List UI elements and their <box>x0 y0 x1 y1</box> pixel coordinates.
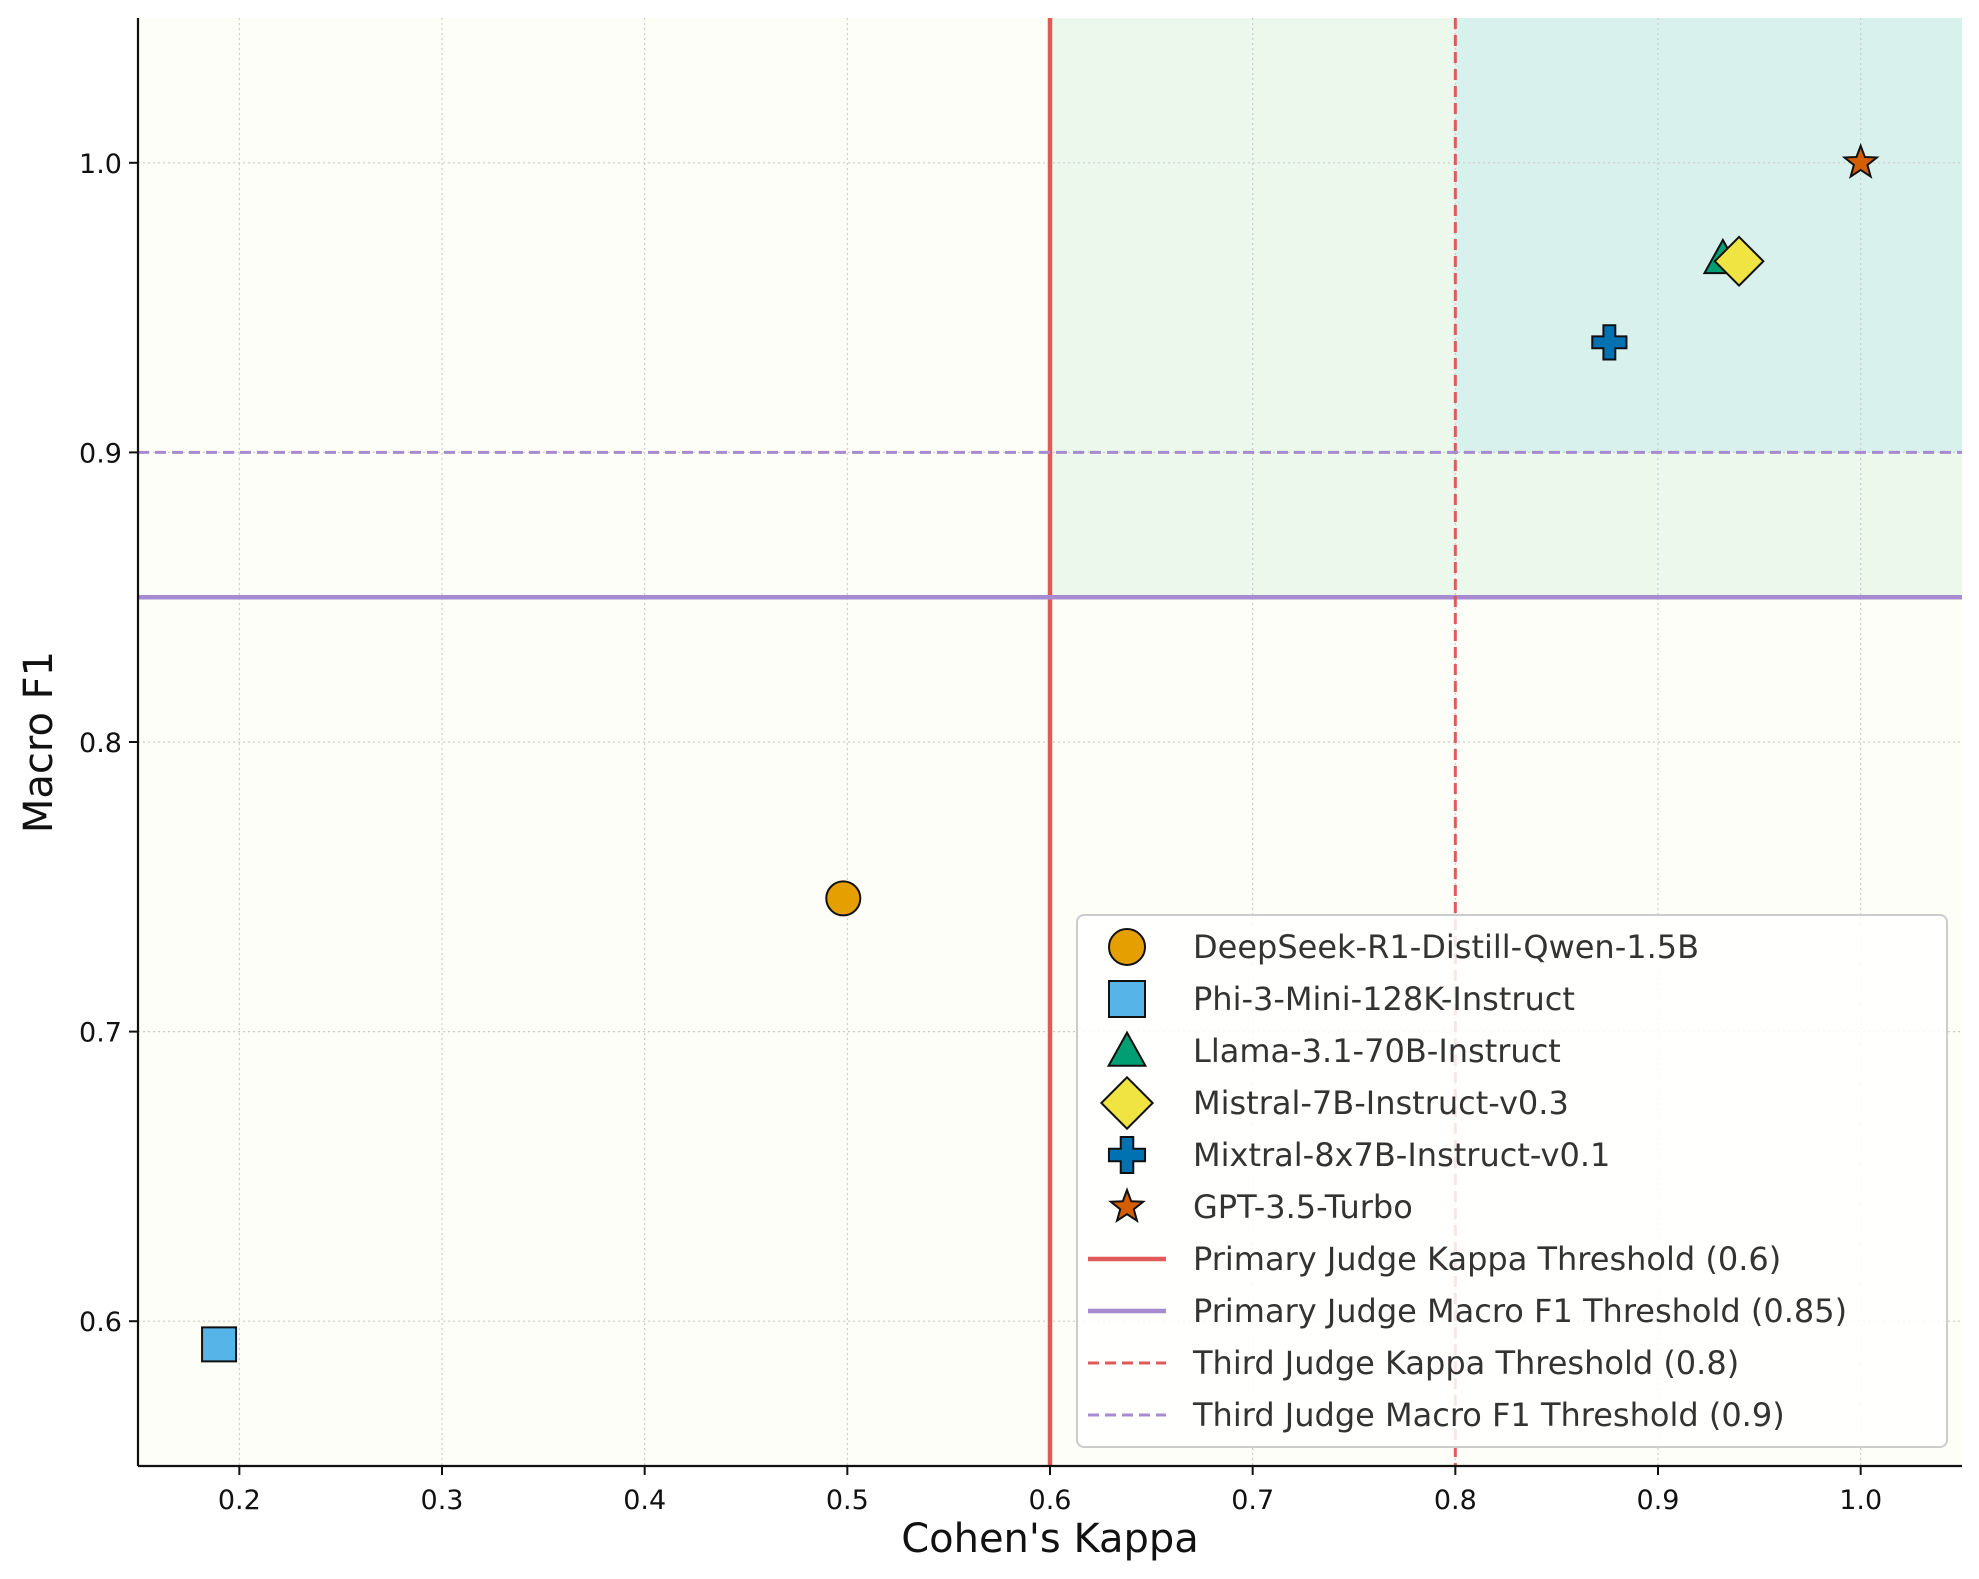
legend-label: Llama-3.1-70B-Instruct <box>1193 1032 1561 1070</box>
third-pass-region <box>1455 18 1962 453</box>
y-axis-title: Macro F1 <box>16 651 62 833</box>
x-tick-label: 0.9 <box>1637 1485 1680 1516</box>
x-tick-label: 0.4 <box>623 1485 666 1516</box>
legend-label: Phi-3-Mini-128K-Instruct <box>1193 980 1575 1018</box>
legend-marker-plus <box>1107 1135 1147 1175</box>
y-ticks: 0.6 0.7 0.8 0.9 1.0 <box>79 149 138 1338</box>
legend-label: Third Judge Macro F1 Threshold (0.9) <box>1192 1396 1785 1434</box>
y-tick-label: 1.0 <box>79 149 122 180</box>
legend-marker-circle <box>1108 928 1146 966</box>
legend-label: Mistral-7B-Instruct-v0.3 <box>1193 1084 1569 1122</box>
x-ticks: 0.2 0.3 0.4 0.5 0.6 0.7 0.8 0.9 1.0 <box>218 1466 1882 1516</box>
x-tick-label: 0.6 <box>1029 1485 1072 1516</box>
y-tick-label: 0.8 <box>79 728 122 759</box>
legend-label: GPT-3.5-Turbo <box>1193 1188 1413 1226</box>
legend: DeepSeek-R1-Distill-Qwen-1.5B Phi-3-Mini-… <box>1076 914 1948 1448</box>
legend-box <box>1076 914 1948 1448</box>
legend-marker-triangle <box>1106 1030 1148 1067</box>
legend-marker-diamond <box>1099 1075 1155 1131</box>
data-point-mixtral-8x7b-instruct-v0-1 <box>1591 324 1628 361</box>
y-tick-label: 0.9 <box>79 438 122 469</box>
x-tick-label: 0.2 <box>218 1485 261 1516</box>
data-point-phi-3-mini-128k-instruct <box>201 1326 238 1363</box>
legend-label: Primary Judge Kappa Threshold (0.6) <box>1193 1240 1781 1278</box>
x-axis-title: Cohen's Kappa <box>901 1516 1199 1562</box>
x-tick-label: 0.5 <box>826 1485 869 1516</box>
data-point-deepseek-r1-distill-qwen-1-5b <box>825 880 862 917</box>
data-point-gpt-3-5-turbo <box>1841 142 1880 179</box>
legend-label: Primary Judge Macro F1 Threshold (0.85) <box>1193 1292 1847 1330</box>
x-tick-label: 0.7 <box>1231 1485 1274 1516</box>
legend-label: Mixtral-8x7B-Instruct-v0.1 <box>1193 1136 1610 1174</box>
data-points <box>201 142 1880 1363</box>
legend-label: Third Judge Kappa Threshold (0.8) <box>1192 1344 1739 1382</box>
y-tick-label: 0.7 <box>79 1018 122 1049</box>
x-tick-label: 1.0 <box>1839 1485 1882 1516</box>
x-tick-label: 0.3 <box>421 1485 464 1516</box>
data-point-mistral-7b-instruct-v0-3 <box>1713 235 1765 287</box>
legend-marker-square <box>1108 980 1146 1018</box>
legend-label: DeepSeek-R1-Distill-Qwen-1.5B <box>1193 928 1699 966</box>
threshold-lines <box>138 18 1962 1466</box>
y-tick-label: 0.6 <box>79 1307 122 1338</box>
x-tick-label: 0.8 <box>1434 1485 1477 1516</box>
legend-marker-star <box>1108 1187 1146 1224</box>
